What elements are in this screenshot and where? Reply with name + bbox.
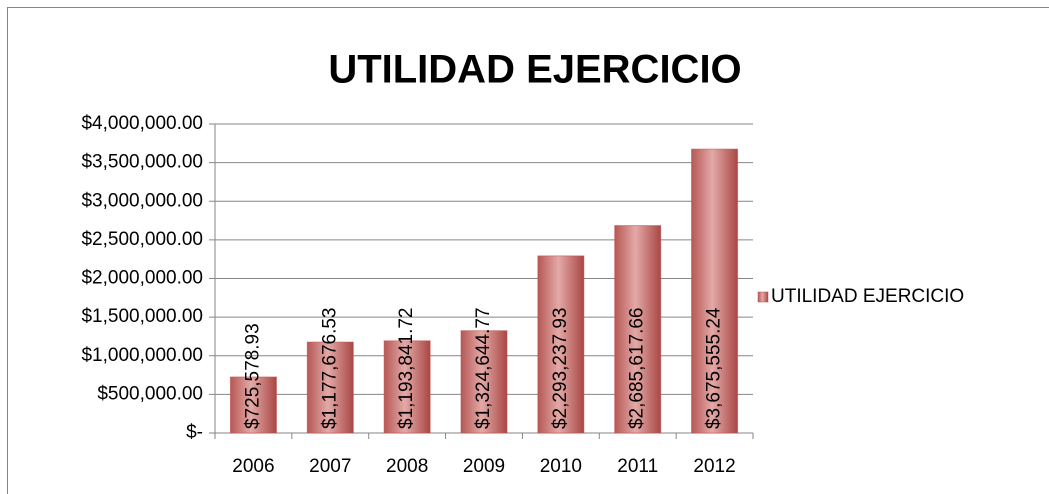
x-tick-label: 2010 xyxy=(540,456,582,477)
data-label: $2,293,237.93 xyxy=(550,307,571,429)
legend-label: UTILIDAD EJERCICIO xyxy=(771,286,964,307)
chart-title: UTILIDAD EJERCICIO xyxy=(328,48,741,92)
bar xyxy=(537,255,585,434)
y-tick-label: $4,000,000.00 xyxy=(81,113,203,134)
y-tick-label: $3,000,000.00 xyxy=(81,190,203,211)
data-label: $3,675,555.24 xyxy=(704,307,725,429)
bar xyxy=(614,225,662,434)
x-tick-label: 2011 xyxy=(617,456,658,477)
x-tick-label: 2008 xyxy=(386,456,428,477)
data-label: $725,578.93 xyxy=(242,323,263,429)
legend-swatch xyxy=(757,291,769,303)
x-tick-label: 2006 xyxy=(232,456,274,477)
y-tick-label: $1,000,000.00 xyxy=(81,345,203,366)
x-tick-label: 2009 xyxy=(463,456,505,477)
bar xyxy=(306,341,354,434)
data-label: $1,324,644.77 xyxy=(473,307,494,429)
bar xyxy=(383,340,431,434)
y-tick-label: $500,000.00 xyxy=(97,383,203,404)
data-label: $2,685,617.66 xyxy=(627,307,648,429)
bar xyxy=(691,148,739,434)
y-tick-label: $2,000,000.00 xyxy=(81,268,203,289)
x-tick-label: 2007 xyxy=(309,456,351,477)
data-label: $1,177,676.53 xyxy=(319,307,340,429)
y-tick-label: $1,500,000.00 xyxy=(81,306,203,327)
y-tick-label: $2,500,000.00 xyxy=(81,229,203,250)
data-label: $1,193,841.72 xyxy=(396,307,417,429)
bar xyxy=(229,376,277,434)
x-tick-label: 2012 xyxy=(693,456,735,477)
y-tick-label: $3,500,000.00 xyxy=(81,152,203,173)
y-tick-label: $- xyxy=(186,422,203,443)
bar xyxy=(460,330,508,434)
chart-frame xyxy=(7,7,1049,494)
